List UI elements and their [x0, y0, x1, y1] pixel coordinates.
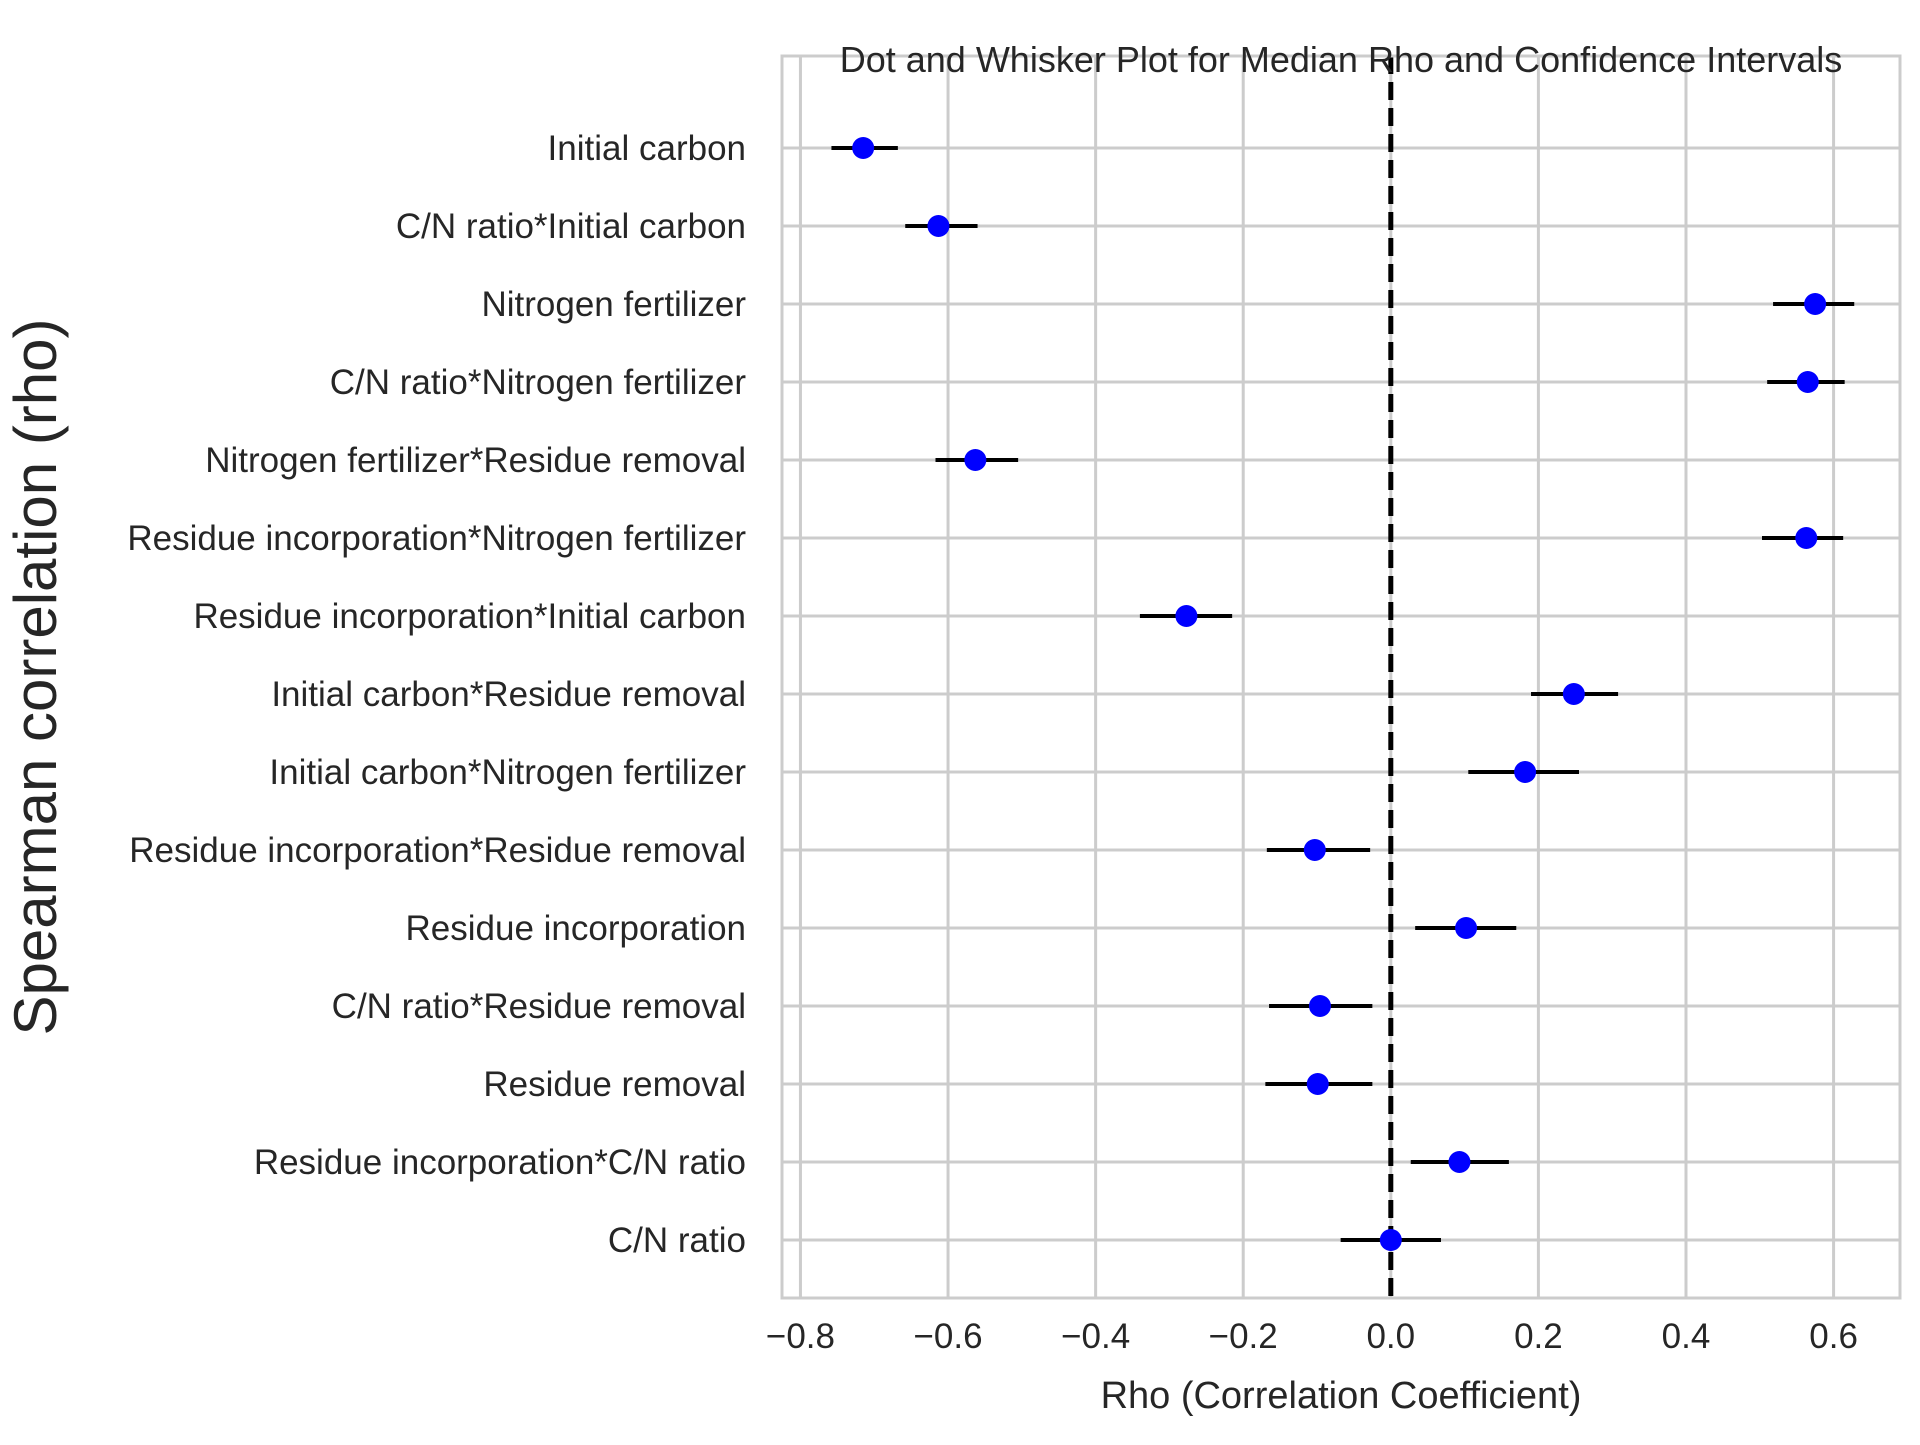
- y-category-label: Residue incorporation: [406, 909, 746, 948]
- y-category-label: Residue incorporation*Residue removal: [129, 831, 746, 870]
- median-point: [1796, 371, 1819, 393]
- median-point: [1306, 1073, 1329, 1095]
- median-point: [1795, 527, 1818, 549]
- median-point: [1379, 1229, 1402, 1251]
- point-layer: [852, 137, 1827, 1251]
- x-tick-labels: −0.8 −0.6 −0.4 −0.2 0.0 0.2 0.4 0.6: [766, 1317, 1858, 1356]
- y-category-label: C/N ratio: [608, 1221, 746, 1260]
- median-point: [852, 137, 875, 159]
- y-category-label: C/N ratio*Residue removal: [332, 987, 746, 1026]
- median-point: [1308, 995, 1331, 1017]
- x-axis-label: Rho (Correlation Coefficient): [1101, 1375, 1582, 1417]
- x-tick-label: 0.0: [1366, 1317, 1415, 1356]
- grid-layer: [782, 56, 1900, 1298]
- x-tick-label: −0.8: [766, 1317, 835, 1356]
- y-category-label: C/N ratio*Nitrogen fertilizer: [330, 363, 747, 402]
- y-category-label: C/N ratio*Initial carbon: [396, 207, 746, 246]
- x-tick-label: 0.6: [1809, 1317, 1858, 1356]
- y-category-labels: Initial carbon C/N ratio*Initial carbon Ni…: [127, 129, 746, 1260]
- y-category-label: Residue incorporation*C/N ratio: [254, 1143, 746, 1182]
- x-tick-label: −0.2: [1209, 1317, 1278, 1356]
- median-point: [1804, 293, 1827, 315]
- x-tick-label: −0.6: [913, 1317, 982, 1356]
- x-tick-label: 0.2: [1514, 1317, 1563, 1356]
- y-category-label: Residue incorporation*Nitrogen fertilize…: [127, 519, 746, 558]
- y-category-label: Residue incorporation*Initial carbon: [193, 597, 746, 636]
- x-tick-label: 0.4: [1662, 1317, 1711, 1356]
- median-point: [1562, 683, 1585, 705]
- x-tick-label: −0.4: [1061, 1317, 1130, 1356]
- y-category-label: Nitrogen fertilizer: [481, 285, 746, 324]
- median-point: [1514, 761, 1537, 783]
- y-category-label: Residue removal: [483, 1065, 746, 1104]
- plot-frame: [780, 54, 1902, 1300]
- y-category-label: Nitrogen fertilizer*Residue removal: [205, 441, 746, 480]
- median-point: [1455, 917, 1478, 939]
- median-point: [1448, 1151, 1471, 1173]
- median-point: [1303, 839, 1326, 861]
- y-category-label: Initial carbon*Residue removal: [271, 675, 746, 714]
- median-point: [964, 449, 987, 471]
- y-axis-label: Spearman correlation (rho): [2, 319, 69, 1036]
- median-point: [927, 215, 950, 237]
- median-point: [1175, 605, 1198, 627]
- y-category-label: Initial carbon*Nitrogen fertilizer: [269, 753, 746, 792]
- chart-title: Dot and Whisker Plot for Median Rho and …: [840, 39, 1843, 80]
- y-category-label: Initial carbon: [548, 129, 746, 168]
